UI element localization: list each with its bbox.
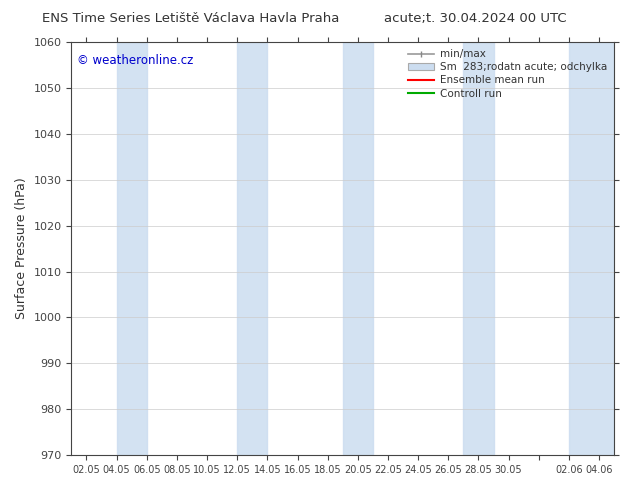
Text: acute;t. 30.04.2024 00 UTC: acute;t. 30.04.2024 00 UTC (384, 12, 567, 25)
Bar (117, 42, 147, 455)
Legend: min/max, Sm  283;rodatn acute; odchylka, Ensemble mean run, Controll run: min/max, Sm 283;rodatn acute; odchylka, … (404, 45, 611, 103)
Text: ENS Time Series Letiště Václava Havla Praha: ENS Time Series Letiště Václava Havla Pr… (41, 12, 339, 25)
Y-axis label: Surface Pressure (hPa): Surface Pressure (hPa) (15, 178, 28, 319)
Bar (343, 42, 373, 455)
Text: © weatheronline.cz: © weatheronline.cz (77, 54, 193, 67)
Bar (569, 42, 614, 455)
Bar (237, 42, 268, 455)
Bar (463, 42, 493, 455)
